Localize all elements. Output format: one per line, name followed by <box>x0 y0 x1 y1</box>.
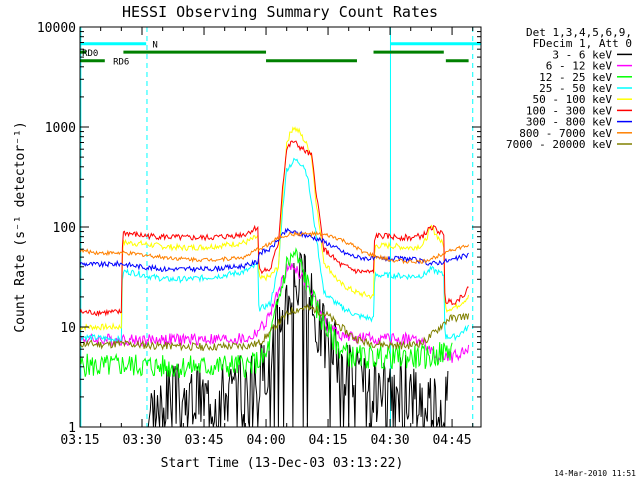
x-tick-label-5: 04:30 <box>370 433 409 448</box>
legend-label-0: 3 - 6 keV <box>552 48 612 61</box>
x-tick-label-0: 03:15 <box>60 433 99 448</box>
series-line-1 <box>79 262 470 363</box>
x-tick-label-2: 03:45 <box>184 433 223 448</box>
date-stamp: 14-Mar-2010 11:51 <box>554 469 636 478</box>
x-tick-label-3: 04:00 <box>246 433 285 448</box>
y-tick-label-0: 1 <box>68 421 76 436</box>
legend-label-6: 300 - 800 keV <box>526 116 612 129</box>
state-label-n: N <box>152 41 157 51</box>
legend-label-8: 7000 - 20000 keV <box>506 138 612 151</box>
x-axis-label: Start Time (13-Dec-03 03:13:22) <box>161 456 404 471</box>
series-line-3 <box>79 157 470 344</box>
legend-label-4: 50 - 100 keV <box>533 93 613 106</box>
series-line-8 <box>79 303 470 352</box>
series-line-6 <box>79 227 469 273</box>
x-tick-label-6: 04:45 <box>432 433 471 448</box>
legend-label-7: 800 - 7000 keV <box>519 127 612 140</box>
legend-header-0: Det 1,3,4,5,6,9, <box>526 26 632 39</box>
y-tick-label-1: 10 <box>60 321 76 336</box>
series-line-2 <box>79 247 453 379</box>
y-tick-label-2: 100 <box>53 221 76 236</box>
series-line-4 <box>79 126 470 332</box>
legend-label-5: 100 - 300 keV <box>526 104 612 117</box>
legend-label-3: 25 - 50 keV <box>539 82 612 95</box>
y-tick-label-4: 10000 <box>37 21 76 36</box>
x-tick-label-4: 04:15 <box>308 433 347 448</box>
state-label-rd0: RD0 <box>82 49 98 59</box>
x-tick-label-1: 03:30 <box>122 433 161 448</box>
y-axis-label: Count Rate (s⁻¹ detector⁻¹) <box>13 121 28 332</box>
series-line-5 <box>79 140 469 317</box>
state-label-rd6: RD6 <box>113 58 129 68</box>
legend-header-1: FDecim 1, Att 0 <box>533 37 632 50</box>
legend-label-2: 12 - 25 keV <box>539 71 612 84</box>
series-line-7 <box>79 230 470 265</box>
legend-label-1: 6 - 12 keV <box>546 60 613 73</box>
series-line-0 <box>146 251 449 428</box>
chart-title: HESSI Observing Summary Count Rates <box>122 3 438 21</box>
y-tick-label-3: 1000 <box>45 121 76 136</box>
